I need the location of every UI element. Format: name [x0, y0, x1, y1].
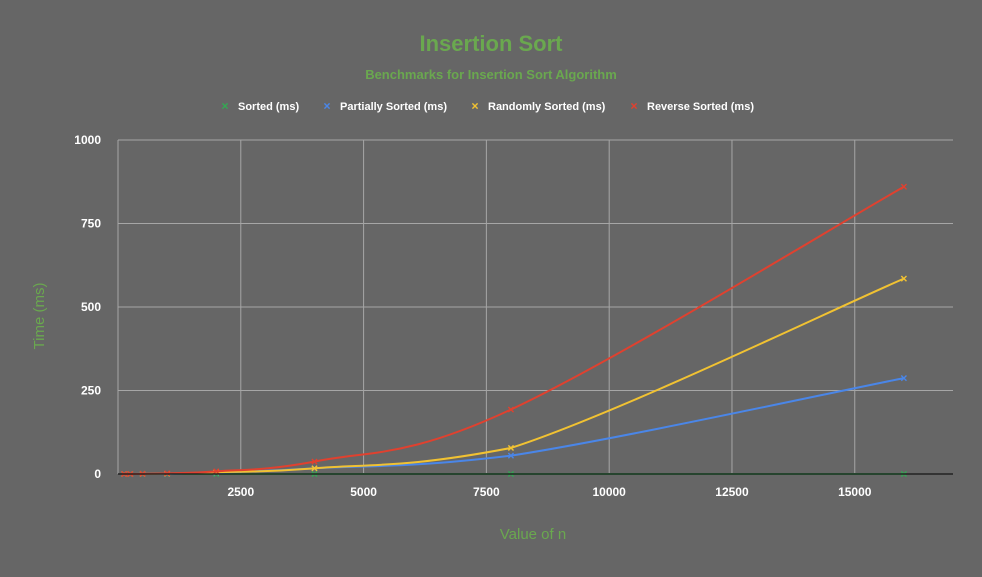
- data-point: [900, 375, 907, 382]
- y-tick-label: 250: [81, 384, 101, 398]
- data-point: [311, 465, 318, 472]
- legend-marker: [221, 102, 229, 110]
- data-point: [900, 275, 907, 282]
- legend-label: Partially Sorted (ms): [340, 101, 447, 113]
- y-tick-label: 750: [81, 217, 101, 231]
- data-point: [507, 452, 515, 459]
- chart-title: Insertion Sort: [419, 31, 563, 56]
- legend-label: Randomly Sorted (ms): [488, 101, 606, 113]
- chart-subtitle: Benchmarks for Insertion Sort Algorithm: [365, 67, 617, 82]
- y-tick-label: 0: [94, 467, 101, 481]
- y-axis-label: Time (ms): [31, 283, 48, 350]
- x-tick-label: 5000: [350, 485, 377, 499]
- x-tick-label: 7500: [473, 485, 500, 499]
- data-point: [900, 183, 907, 190]
- x-tick-label: 2500: [227, 485, 254, 499]
- grid-lines: [117, 139, 953, 474]
- x-axis-label: Value of n: [500, 526, 566, 543]
- y-tick-label: 1000: [74, 133, 101, 147]
- y-tick-label: 500: [81, 300, 101, 314]
- series-randomly-sorted-ms: [121, 275, 907, 478]
- legend-entry[interactable]: Reverse Sorted (ms): [630, 101, 754, 113]
- data-point: [507, 444, 515, 452]
- x-tick-label: 15000: [838, 485, 872, 499]
- x-tick-label: 10000: [592, 485, 626, 499]
- axis-layer: 0 250 500 750 1000 2500 5000 7500 10000 12500 1500…: [74, 133, 953, 499]
- legend-label: Reverse Sorted (ms): [647, 101, 754, 113]
- legend-entry[interactable]: Sorted (ms): [221, 101, 299, 113]
- legend-marker: [471, 102, 479, 110]
- legend-entry[interactable]: Partially Sorted (ms): [323, 101, 447, 113]
- data-point: [311, 458, 318, 465]
- data-point: [507, 406, 515, 413]
- legend-marker: [323, 102, 331, 110]
- legend: Sorted (ms) Partially Sorted (ms) Randomly…: [221, 101, 754, 113]
- legend-label: Sorted (ms): [238, 101, 299, 113]
- data-point: [213, 468, 220, 475]
- legend-entry[interactable]: Randomly Sorted (ms): [471, 101, 606, 113]
- series-layer: [121, 183, 907, 478]
- legend-marker: [630, 102, 638, 110]
- x-tick-label: 12500: [715, 485, 749, 499]
